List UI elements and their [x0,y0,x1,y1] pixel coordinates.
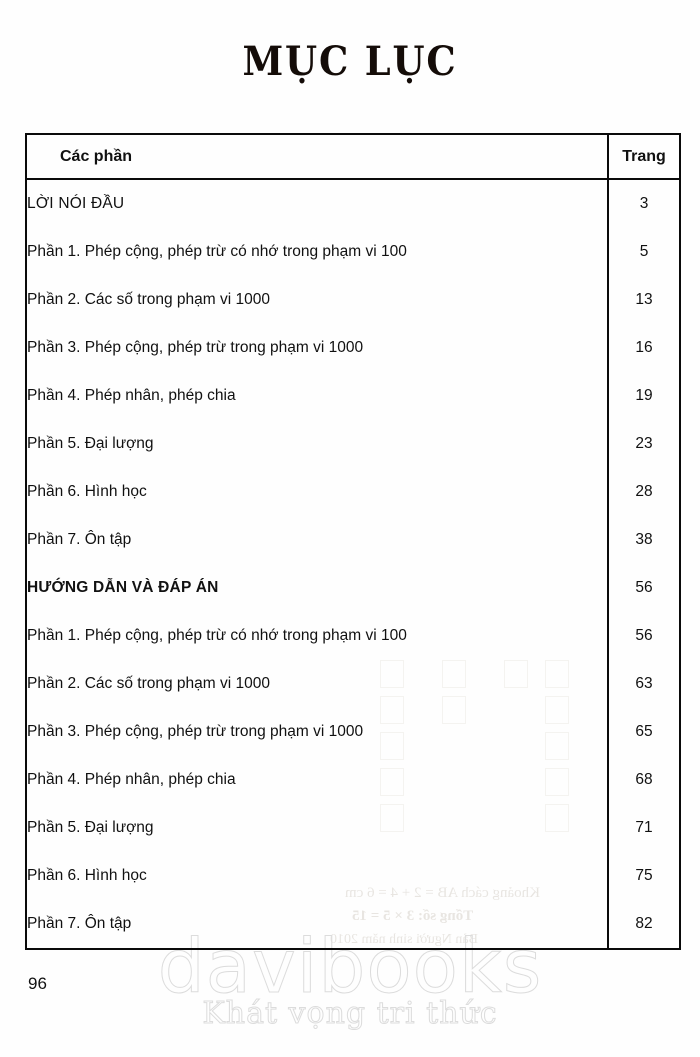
table-row: Phần 2. Các số trong phạm vi 1000 63 [27,660,679,708]
toc-entry-page: 68 [607,756,679,804]
table-row: Phần 6. Hình học 75 [27,852,679,900]
toc-entry-label: Phần 1. Phép cộng, phép trừ có nhớ trong… [27,627,407,644]
toc-entry-label: LỜI NÓI ĐẦU [27,195,125,212]
toc-entry-label: Phần 7. Ôn tập [27,531,132,548]
table-row: Phần 5. Đại lượng 23 [27,420,679,468]
toc-entry-label: Phần 4. Phép nhân, phép chia [27,771,236,788]
toc-entry-page: 16 [607,324,679,372]
table-row: Phần 4. Phép nhân, phép chia 19 [27,372,679,420]
toc-entry-page: 19 [607,372,679,420]
watermark-tagline: Khát vọng tri thức [202,996,498,1031]
toc-entry-label: Phần 2. Các số trong phạm vi 1000 [27,291,270,308]
table-row: Phần 5. Đại lượng 71 [27,804,679,852]
table-row: Phần 1. Phép cộng, phép trừ có nhớ trong… [27,612,679,660]
column-header-page: Trang [607,135,679,180]
table-row: Phần 2. Các số trong phạm vi 1000 13 [27,276,679,324]
table-row: Phần 1. Phép cộng, phép trừ có nhớ trong… [27,228,679,276]
toc-entry-page: 82 [607,900,679,948]
table-of-contents: Các phần Trang LỜI NÓI ĐẦU 3 Phần 1. Phép … [25,133,681,950]
toc-entry-page: 63 [607,660,679,708]
table-row: Phần 7. Ôn tập 38 [27,516,679,564]
toc-entry-label: Phần 4. Phép nhân, phép chia [27,387,236,404]
toc-entry-label: Phần 6. Hình học [27,867,147,884]
toc-entry-page: 38 [607,516,679,564]
toc-entry-page: 23 [607,420,679,468]
toc-entry-label: Phần 6. Hình học [27,483,147,500]
toc-entry-page: 28 [607,468,679,516]
toc-entry-label: Phần 3. Phép cộng, phép trừ trong phạm v… [27,723,364,740]
toc-entry-label: Phần 3. Phép cộng, phép trừ trong phạm v… [27,339,364,356]
toc-entry-page: 3 [607,179,679,228]
folio-page-number: 96 [28,974,47,993]
table-row: Phần 3. Phép cộng, phép trừ trong phạm v… [27,324,679,372]
table-row: LỜI NÓI ĐẦU 3 [27,179,679,228]
toc-entry-page: 75 [607,852,679,900]
toc-entry-label: HƯỚNG DẪN VÀ ĐÁP ÁN [27,579,219,596]
toc-entry-page: 71 [607,804,679,852]
column-header-name: Các phần [27,135,608,180]
table-row: Phần 4. Phép nhân, phép chia 68 [27,756,679,804]
table-header-row: Các phần Trang [27,135,679,180]
toc-entry-label: Phần 5. Đại lượng [27,435,154,452]
toc-entry-label: Phần 5. Đại lượng [27,819,154,836]
table-row: HƯỚNG DẪN VÀ ĐÁP ÁN 56 [27,564,679,612]
table-row: Phần 3. Phép cộng, phép trừ trong phạm v… [27,708,679,756]
toc-entry-page: 5 [607,228,679,276]
toc-entry-page: 56 [607,612,679,660]
table-body: LỜI NÓI ĐẦU 3 Phần 1. Phép cộng, phép trừ … [27,179,679,948]
page-title: MỤC LỤC [242,38,458,85]
toc-entry-label: Phần 2. Các số trong phạm vi 1000 [27,675,270,692]
toc-entry-label: Phần 1. Phép cộng, phép trừ có nhớ trong… [27,243,407,260]
toc-entry-page: 13 [607,276,679,324]
table-row: Phần 6. Hình học 28 [27,468,679,516]
toc-entry-page: 65 [607,708,679,756]
toc-entry-page: 56 [607,564,679,612]
table-row: Phần 7. Ôn tập 82 [27,900,679,948]
toc-entry-label: Phần 7. Ôn tập [27,915,132,932]
